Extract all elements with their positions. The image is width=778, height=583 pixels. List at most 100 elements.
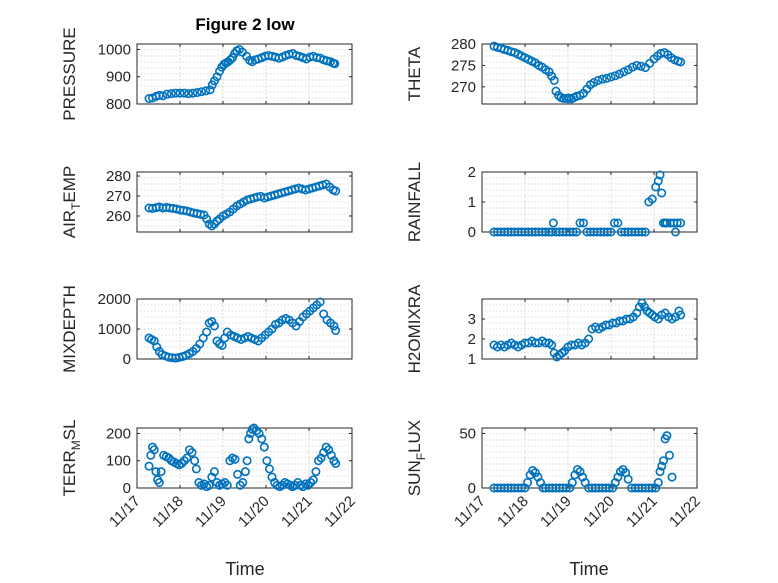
data-point [192,88,202,98]
data-point [244,434,254,444]
y-tick-label: 50 [459,425,476,442]
subplot-h2omixra: 1 2 3 H2OMIXRA [405,284,698,373]
data-point [220,478,230,488]
data-point [264,464,274,474]
data-point [190,456,200,466]
subplot-sun-flux: 0 50 SUNFLUX 11/17 11/18 11/19 11/20 11/21 11/22 [405,420,704,531]
subplot-mixdepth: 0 1000 2000 MIXDEPTH [60,285,353,373]
y-tick-label: 100 [106,453,131,470]
data-point [321,442,331,452]
x-tick-label: 11/17 [106,493,144,531]
data-point [303,480,313,490]
x-tick-label: 11/19 [537,493,575,531]
x-tick-label: 11/21 [623,493,661,531]
data-point [201,86,211,96]
x-tick-label: 11/18 [149,493,187,531]
subplot-terr-msl: 0 100 200 TERRMSL 11/17 11/18 11/19 11/20 11/21 1… [60,419,359,530]
data-point [262,456,272,466]
x-tick-label: 11/22 [321,493,359,531]
y-tick-label: 3 [468,311,476,328]
subplot-pressure: 800 900 1000 PRESSURE [60,27,353,121]
data-point [667,472,677,482]
data-point [640,227,650,237]
data-point [162,89,172,99]
y-axis-label: AIRTEMP [60,166,83,239]
subplot-air-temp: 260 270 280 AIRTEMP [60,166,353,239]
data-point [676,57,686,67]
data-point [636,61,646,71]
data-point [647,483,657,493]
data-point [541,338,551,348]
y-tick-label: 2 [468,331,476,348]
data-point [547,340,557,350]
data-series [144,44,340,104]
data-point [313,456,323,466]
y-tick-label: 260 [106,208,131,225]
data-series [489,298,686,362]
data-point [315,297,325,307]
x-tick-label: 11/20 [580,493,618,531]
y-axis-label: THETA [405,46,424,101]
data-point [538,483,548,493]
data-point [247,424,257,434]
data-point [613,218,623,228]
x-tick-label: 11/17 [451,493,489,531]
data-point [657,188,667,198]
x-tick-label: 11/19 [192,493,230,531]
data-point [194,478,204,488]
data-point [252,426,262,436]
data-point [662,431,672,441]
y-axis-label: RAINFALL [405,162,424,242]
data-point [653,176,663,186]
data-point [202,327,212,337]
data-point [676,310,686,320]
y-axis-label: SUNFLUX [405,420,428,496]
data-point [230,454,240,464]
data-point [149,445,159,455]
data-point [597,74,607,84]
data-series [144,297,341,363]
y-tick-label: 1000 [98,321,131,338]
y-tick-label: 0 [123,351,131,368]
data-point [541,227,551,237]
data-point [609,218,619,228]
data-point [589,78,599,88]
data-point [615,467,625,477]
data-point [615,69,625,79]
data-point [561,483,571,493]
data-point [549,75,559,85]
data-point [199,479,209,489]
data-point [225,55,235,65]
subplot-rainfall: 0 1 2 RAINFALL [405,162,698,242]
y-axis-label: TERRMSL [60,419,83,496]
data-point [632,60,642,70]
data-point [197,87,207,97]
data-point [676,218,686,228]
data-point [222,480,232,490]
data-series [144,423,341,492]
data-point [575,218,585,228]
x-tick-label: 11/21 [278,493,316,531]
y-axis-label: H2OMIXRA [405,284,424,373]
data-point [154,478,164,488]
data-point [331,458,341,468]
data-point [331,325,341,335]
y-tick-label: 1 [468,351,476,368]
data-point [672,218,682,228]
data-point [184,89,194,99]
data-series [489,41,686,104]
data-point [623,474,633,484]
data-point [619,67,629,77]
data-point [257,434,267,444]
data-point [602,73,612,83]
data-series [144,179,341,231]
data-point [217,340,227,350]
data-point [171,88,181,98]
data-point [523,478,533,488]
data-point [647,194,657,204]
data-point [240,467,250,477]
y-tick-label: 900 [106,69,131,86]
data-point [298,482,308,492]
data-point [637,227,647,237]
data-point [225,456,235,466]
